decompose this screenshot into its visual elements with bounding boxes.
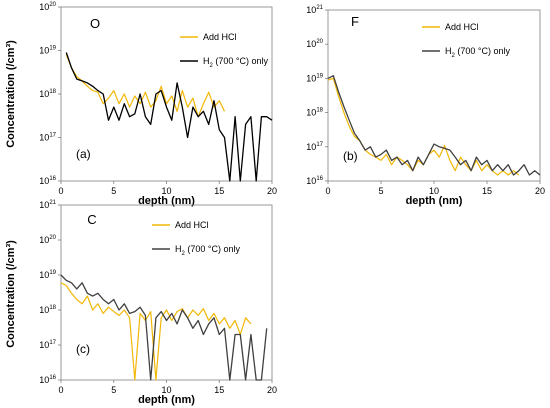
- y-tick-label: 1018: [39, 305, 56, 315]
- panel-label: (b): [343, 149, 358, 163]
- y-tick-label: 1017: [306, 142, 323, 152]
- y-tick-label: 1017: [39, 133, 56, 143]
- panel-label: (c): [76, 342, 90, 356]
- x-axis-label: depth (nm): [406, 195, 463, 207]
- element-label: F: [351, 14, 359, 29]
- y-tick-label: 1021: [39, 200, 56, 210]
- plot-frame: [60, 6, 273, 182]
- x-axis-label: depth (nm): [138, 394, 195, 406]
- y-tick-label: 1020: [39, 2, 56, 12]
- legend-entry: H2 (700 °C) only: [203, 56, 268, 69]
- series-line-add-hcl: [65, 54, 226, 118]
- x-tick-label: 0: [58, 385, 63, 395]
- legend: Add HCl H2 (700 °C) only: [180, 32, 268, 69]
- y-tick-label: 1016: [39, 375, 56, 385]
- x-tick-label: 15: [214, 385, 224, 395]
- y-tick-label: 1018: [39, 89, 56, 99]
- legend-entry: H2 (700 °C) only: [175, 244, 240, 257]
- chart-panel-O: 1016 1017 1018 1019 1020 0 5 10 15 20 depth (nm) Co…: [5, 2, 277, 207]
- y-axis-label: Concentration (/cm³): [5, 240, 17, 348]
- chart-panel-F: 1016 1017 1018 1019 1020 1021 0 5 10 15 20 depth (n…: [306, 5, 545, 207]
- legend: Add HCl H2 (700 °C) only: [152, 220, 240, 257]
- panel-label: (a): [76, 147, 91, 161]
- y-tick-label: 1016: [39, 176, 56, 186]
- plot-frame: [60, 204, 273, 381]
- legend: Add HCl H2 (700 °C) only: [422, 22, 510, 59]
- x-tick-label: 5: [111, 186, 116, 196]
- legend-entry: Add HCl: [203, 32, 237, 42]
- y-tick-label: 1018: [306, 108, 323, 118]
- x-tick-label: 15: [214, 186, 224, 196]
- y-tick-label: 1019: [39, 270, 56, 280]
- x-tick-label: 5: [378, 186, 383, 196]
- legend-entry: Add HCl: [175, 220, 209, 230]
- x-tick-label: 0: [325, 186, 330, 196]
- series-line-h2-only: [65, 52, 273, 182]
- legend-entry: H2 (700 °C) only: [445, 46, 510, 59]
- x-tick-label: 15: [482, 186, 492, 196]
- series-line-h2-only: [60, 274, 268, 381]
- y-tick-label: 1019: [39, 46, 56, 56]
- series-line-h2-only: [327, 75, 541, 176]
- legend-entry: Add HCl: [445, 22, 479, 32]
- x-tick-label: 10: [161, 186, 171, 196]
- chart-panel-C: 1016 1017 1018 1019 1020 1021 0 5 10 15 20 depth (n…: [5, 200, 277, 406]
- y-tick-label: 1021: [306, 5, 323, 15]
- x-tick-label: 20: [267, 385, 277, 395]
- y-tick-label: 1017: [39, 340, 56, 350]
- y-tick-label: 1019: [306, 73, 323, 83]
- x-axis-label: depth (nm): [138, 195, 195, 207]
- element-label: C: [87, 212, 96, 227]
- x-tick-label: 10: [161, 385, 171, 395]
- series-line-add-hcl: [60, 282, 252, 381]
- y-tick-label: 1016: [306, 176, 323, 186]
- y-tick-label: 1020: [306, 39, 323, 49]
- element-label: O: [90, 16, 100, 31]
- y-tick-label: 1020: [39, 235, 56, 245]
- y-axis-label: Concentration (/cm³): [5, 40, 17, 148]
- x-tick-label: 10: [429, 186, 439, 196]
- x-tick-label: 20: [267, 186, 277, 196]
- plot-frame: [327, 9, 541, 182]
- x-tick-label: 20: [535, 186, 545, 196]
- x-tick-label: 0: [58, 186, 63, 196]
- x-tick-label: 5: [111, 385, 116, 395]
